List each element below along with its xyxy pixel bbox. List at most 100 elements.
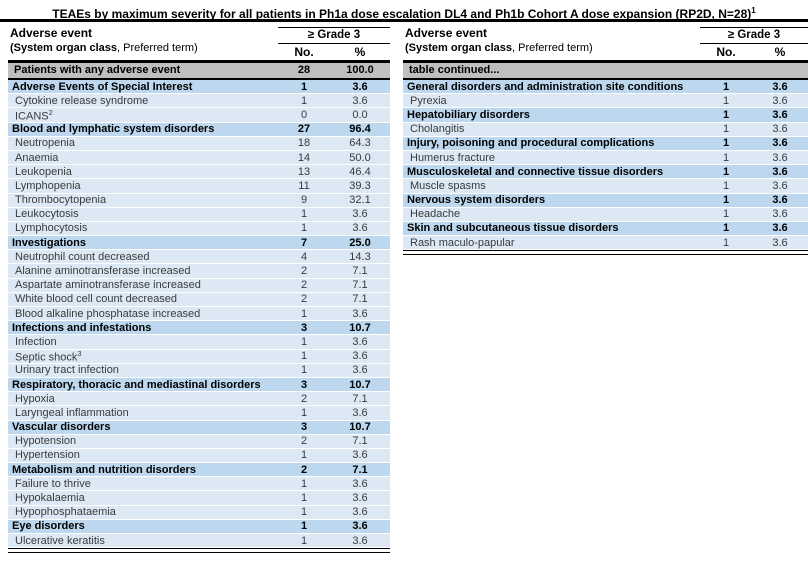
event-label: Rash maculo-papular [410, 236, 515, 249]
event-label: Hypertension [15, 449, 80, 462]
detail-row: Cytokine release syndrome 1 3.6 [8, 94, 390, 109]
grade3-subheaders: No. % [278, 44, 390, 59]
section-row: General disorders and administration sit… [403, 80, 808, 95]
adverse-event-header-line2: (System organ class, Preferred term) [10, 42, 198, 54]
summary-rule [8, 77, 390, 80]
event-percent: 39.3 [349, 179, 371, 192]
event-percent: 3.6 [772, 165, 788, 178]
summary-row-pct: 100.0 [346, 64, 374, 76]
event-percent: 50.0 [349, 151, 371, 164]
event-percent: 3.6 [772, 222, 788, 235]
event-label: Injury, poisoning and procedural complic… [407, 137, 655, 150]
event-count: 13 [297, 165, 311, 178]
event-count: 1 [300, 80, 308, 93]
section-row: Blood and lymphatic system disorders 27 96… [8, 122, 390, 137]
event-percent: 3.6 [772, 208, 788, 221]
event-percent: 3.6 [772, 123, 788, 136]
event-percent: 3.6 [772, 151, 788, 164]
event-label: Musculoskeletal and connective tissue di… [407, 165, 664, 178]
adverse-events-table-left: Adverse event (System organ class, Prefe… [8, 23, 390, 554]
detail-row: Headache 1 3.6 [403, 207, 808, 222]
event-label: Failure to thrive [15, 477, 91, 490]
grade3-group-label: ≥ Grade 3 [278, 28, 390, 44]
event-label: Hepatobiliary disorders [407, 108, 530, 121]
event-count: 1 [300, 208, 308, 221]
event-count: 1 [300, 335, 308, 348]
event-count: 4 [300, 250, 308, 263]
summary-row-no: 28 [297, 64, 311, 76]
event-count: 1 [722, 108, 730, 121]
event-count: 2 [300, 293, 308, 306]
event-count: 1 [300, 364, 308, 377]
event-count: 2 [300, 435, 308, 448]
adverse-event-header-line2: (System organ class, Preferred term) [405, 42, 593, 54]
event-count: 1 [300, 350, 308, 363]
event-percent: 3.6 [772, 179, 788, 192]
event-count: 1 [722, 179, 730, 192]
footnote-marker: 3 [77, 348, 82, 358]
event-label: Blood and lymphatic system disorders [12, 123, 215, 136]
detail-row: ICANS2 0 0.0 [8, 107, 390, 123]
event-percent: 3.6 [352, 222, 368, 235]
event-percent: 3.6 [772, 137, 788, 150]
detail-row: Hypertension 1 3.6 [8, 448, 390, 464]
event-label: Hypophosphataemia [15, 506, 116, 519]
event-count: 1 [722, 165, 730, 178]
event-count: 1 [722, 123, 730, 136]
event-label: Leukocytosis [15, 208, 79, 221]
event-percent: 3.6 [352, 94, 368, 107]
event-percent: 3.6 [352, 208, 368, 221]
page-title: TEAEs by maximum severity for all patien… [0, 2, 808, 21]
adverse-events-table-right: Adverse event (System organ class, Prefe… [403, 23, 808, 256]
event-label: Lymphopenia [15, 179, 81, 192]
detail-row: Alanine aminotransferase increased 2 7.1 [8, 264, 390, 279]
detail-row: Neutropenia 18 64.3 [8, 136, 390, 151]
event-count: 1 [300, 520, 308, 533]
event-percent: 7.1 [352, 293, 368, 306]
adverse-event-column-header: Adverse event (System organ class, Prefe… [403, 23, 700, 60]
event-label: Laryngeal inflammation [15, 406, 129, 419]
event-label: Respiratory, thoracic and mediastinal di… [12, 378, 261, 391]
page-title-text: TEAEs by maximum severity for all patien… [52, 7, 752, 21]
event-count: 1 [300, 222, 308, 235]
event-percent: 3.6 [772, 236, 788, 249]
detail-row: Leukopenia 13 46.4 [8, 165, 390, 180]
event-label: Anaemia [15, 151, 59, 164]
event-percent: 7.1 [352, 279, 368, 292]
event-percent: 3.6 [352, 506, 368, 519]
event-label: Metabolism and nutrition disorders [12, 463, 196, 476]
event-count: 1 [722, 208, 730, 221]
section-row: Hepatobiliary disorders 1 3.6 [403, 108, 808, 123]
event-percent: 3.6 [352, 406, 368, 419]
section-row: Metabolism and nutrition disorders 2 7.1 [8, 463, 390, 478]
grade3-group-label: ≥ Grade 3 [700, 28, 808, 44]
event-label: Investigations [12, 236, 86, 249]
event-label: Hypotension [15, 435, 77, 448]
detail-row: Thrombocytopenia 9 32.1 [8, 193, 390, 208]
detail-row: Aspartate aminotransferase increased 2 7.1 [8, 278, 390, 293]
event-label: Headache [410, 208, 461, 221]
event-label: Skin and subcutaneous tissue disorders [407, 222, 619, 235]
event-count: 0 [300, 108, 308, 121]
event-count: 1 [300, 406, 308, 419]
no-column-header: No. [294, 45, 314, 59]
event-count: 14 [297, 151, 311, 164]
event-percent: 3.6 [352, 307, 368, 320]
event-percent: 7.1 [352, 392, 368, 405]
event-label: Leukopenia [15, 165, 72, 178]
detail-row: Cholangitis 1 3.6 [403, 122, 808, 137]
event-percent: 10.7 [349, 378, 371, 391]
event-percent: 3.6 [772, 94, 788, 107]
table-body: Adverse Events of Special Interest 1 3.6 Cy… [8, 80, 390, 549]
event-percent: 3.6 [352, 520, 368, 533]
event-count: 3 [300, 421, 308, 434]
event-label: Infections and infestations [12, 321, 152, 334]
event-label: ICANS2 [15, 107, 53, 123]
event-count: 11 [298, 179, 310, 192]
detail-row: Muscle spasms 1 3.6 [403, 179, 808, 194]
detail-row: Pyrexia 1 3.6 [403, 94, 808, 109]
detail-row: Hypotension 2 7.1 [8, 434, 390, 449]
event-label: Neutropenia [15, 137, 75, 150]
event-percent: 3.6 [352, 80, 368, 93]
detail-row: Humerus fracture 1 3.6 [403, 150, 808, 166]
